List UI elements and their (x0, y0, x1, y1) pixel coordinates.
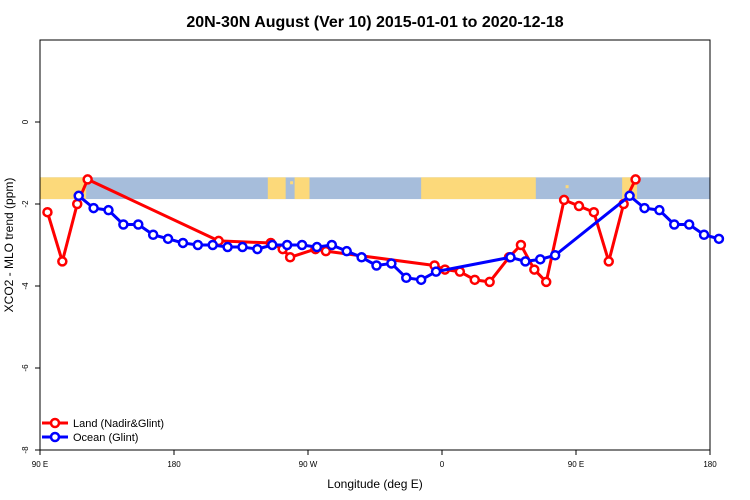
ocean-point (698, 229, 710, 240)
y-tick-label: 0 (21, 119, 30, 124)
land-point (515, 239, 527, 251)
x-tick-label: 90 E (32, 460, 48, 469)
ocean-point (252, 243, 263, 255)
land-point (630, 174, 641, 185)
y-tick-label: -6 (21, 364, 30, 372)
ocean-point (535, 254, 546, 265)
y-axis: 0 -2 -4 -6 -8 (21, 119, 40, 454)
map-speck (528, 185, 532, 189)
x-tick-label: 180 (167, 460, 181, 469)
ocean-point (415, 274, 427, 286)
ocean-point (296, 239, 308, 251)
x-tick-label: 0 (440, 460, 445, 469)
legend-ocean-marker (49, 431, 61, 443)
ocean-point (88, 202, 99, 214)
land-point (540, 276, 552, 288)
land-point (529, 264, 540, 275)
ocean-point (177, 237, 189, 249)
ocean-point (401, 272, 412, 284)
map-speck (565, 185, 569, 189)
y-tick-label: -4 (21, 282, 30, 290)
land-region (421, 177, 536, 200)
ocean-point (520, 256, 531, 267)
background-map-band (40, 177, 710, 200)
land-point (573, 200, 585, 212)
ocean-point (549, 250, 561, 261)
ocean-point (430, 266, 442, 277)
y-axis-label: XCO2 - MLO trend (ppm) (2, 178, 16, 313)
ocean-point (237, 241, 248, 253)
map-speck (501, 187, 505, 191)
land-point (71, 198, 83, 210)
land-point (603, 256, 615, 267)
x-tick-label: 90 W (299, 460, 318, 469)
ocean-point (386, 258, 397, 269)
legend: Land (Nadir&Glint) Ocean (Glint) (42, 417, 164, 444)
land-point (558, 194, 570, 206)
ocean-band (40, 177, 710, 200)
ocean-point (281, 239, 293, 251)
ocean-point (669, 219, 680, 230)
ocean-point (118, 219, 129, 230)
ocean-point (505, 252, 516, 263)
ocean-point (683, 219, 695, 230)
legend-land-marker (49, 417, 61, 429)
x-axis: 90 E 180 90 W 0 90 E 180 (32, 450, 717, 469)
ocean-point (654, 204, 665, 216)
y-tick-label: -8 (21, 446, 30, 454)
land-region (294, 177, 310, 200)
map-speck (546, 181, 550, 185)
land-point (42, 206, 53, 218)
ocean-point (133, 219, 144, 230)
ocean-point (207, 239, 218, 251)
ocean-point (162, 233, 174, 245)
x-tick-label: 180 (703, 460, 717, 469)
map-speck (479, 183, 483, 187)
ocean-point (73, 190, 84, 202)
map-speck (300, 189, 304, 193)
ocean-point (267, 239, 278, 251)
land-point (484, 276, 495, 288)
land-point (284, 252, 296, 263)
series-layer (42, 174, 725, 288)
ocean-point (222, 241, 233, 253)
ocean-point (371, 260, 382, 271)
legend-land-label: Land (Nadir&Glint) (73, 418, 164, 430)
land-region (267, 177, 286, 200)
ocean-point (326, 239, 338, 251)
x-axis-label: Longitude (deg E) (327, 477, 422, 491)
y-tick-label: -2 (21, 200, 30, 208)
land-point (82, 174, 93, 185)
x-tick-label: 90 E (568, 460, 584, 469)
land-point (57, 256, 68, 267)
ocean-point (103, 204, 114, 216)
chart-title: 20N-30N August (Ver 10) 2015-01-01 to 20… (186, 14, 563, 31)
land-point (588, 206, 600, 218)
ocean-point (713, 233, 725, 245)
map-speck (306, 192, 310, 196)
land-point (469, 274, 481, 286)
map-speck (290, 181, 294, 185)
map-speck (558, 191, 562, 195)
ocean-point (147, 229, 159, 240)
ocean-point (341, 245, 352, 257)
plot-frame (39, 39, 711, 451)
ocean-point (311, 241, 323, 253)
ocean-point (356, 252, 367, 263)
ocean-point (192, 239, 204, 251)
ocean-point (639, 202, 650, 214)
ocean-point (624, 190, 635, 202)
legend-ocean-label: Ocean (Glint) (73, 432, 138, 444)
